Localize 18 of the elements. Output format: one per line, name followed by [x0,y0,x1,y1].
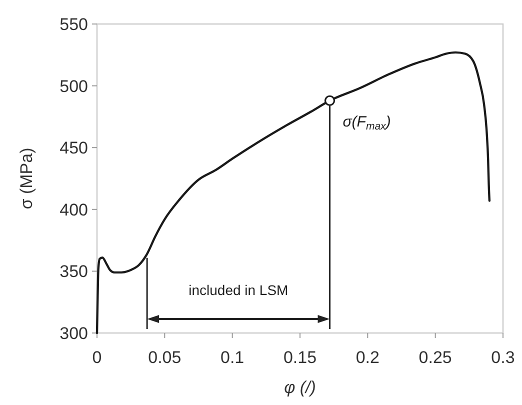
x-tick-label: 0.15 [283,348,317,367]
x-tick-label: 0.2 [356,348,380,367]
y-tick-label: 400 [60,200,88,220]
annotation: included in LSM [188,282,288,298]
x-tick-label: 0.1 [220,348,244,367]
x-tick-label: 0.25 [418,348,452,367]
y-tick-label: 550 [60,15,88,34]
x-tick-label: 0 [92,348,102,367]
y-tick-label: 350 [60,262,88,282]
annotation: σ(F$_{max}$) [342,114,391,133]
x-axis-title: φ (/) [284,378,316,397]
x-tick-label: 0.05 [148,348,182,367]
y-tick-label: 450 [60,138,88,158]
y-tick-label: 300 [60,324,88,343]
x-tick-label: 0.3 [491,348,515,367]
y-tick-label: 500 [60,76,88,96]
y-axis-title: σ (MPa) [17,148,36,210]
line-series [96,51,491,334]
